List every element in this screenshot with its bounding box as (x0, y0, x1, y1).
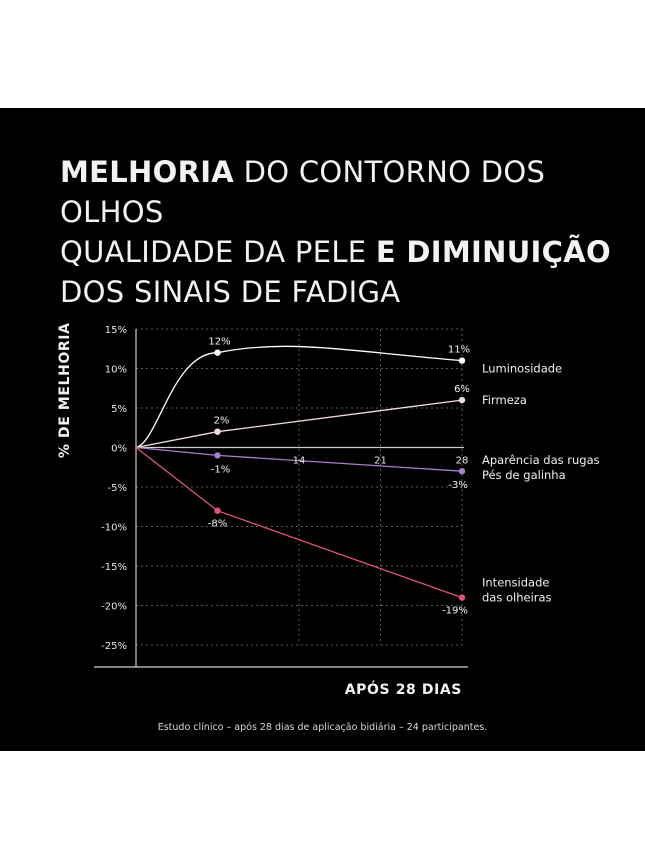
y-tick-label-4: -5% (108, 483, 127, 494)
series-name-line-3-0: Intensidade (482, 576, 549, 590)
data-point-1-1 (214, 428, 221, 435)
x-tick-label-0: 14 (293, 456, 306, 467)
label-layer: 15% 10% 5% 0% -5% -10% -15% -20% -25% 14 21 28 % DE … (57, 322, 600, 698)
x-axis-label: APÓS 28 DIAS (345, 680, 462, 698)
axis-layer (94, 329, 468, 668)
data-label-3-2: -19% (442, 606, 468, 617)
data-point-0-1 (214, 349, 221, 356)
data-label-1-2: 6% (454, 384, 470, 395)
y-tick-label-6: -15% (101, 562, 127, 573)
series-name-line-0-0: Luminosidade (482, 362, 562, 376)
data-point-0-2 (458, 357, 466, 364)
data-point-1-2 (458, 396, 466, 404)
data-point-2-2 (458, 468, 466, 475)
series-name-0: Luminosidade (482, 362, 562, 376)
headline-normal-2: QUALIDADE DA PELE (60, 235, 376, 269)
series-name-2: Aparência das rugas Pés de galinha (482, 453, 600, 482)
y-axis-label: % DE MELHORIA (57, 322, 73, 458)
y-tick-label-2: 5% (111, 404, 127, 415)
headline-bold-2: E DIMINUIÇÃO (375, 235, 611, 269)
data-label-1-1: 2% (214, 416, 230, 427)
x-tick-label-2: 28 (456, 456, 469, 467)
y-tick-label-0: 15% (105, 325, 127, 336)
series-name-3: Intensidade das olheiras (482, 576, 552, 605)
headline-bold-1: MELHORIA (60, 155, 235, 189)
headline-rest-1: DO CONTORNO DOS OLHOS (60, 155, 546, 229)
data-label-3-1: -8% (208, 519, 227, 530)
grid-layer (136, 328, 463, 646)
series-name-line-3-1: das olheiras (482, 591, 552, 605)
series-name-1: Firmeza (482, 393, 527, 407)
series-layer (135, 345, 466, 601)
data-point-3-2 (458, 594, 466, 601)
x-tick-label-1: 21 (374, 456, 387, 467)
data-label-0-2: 11% (448, 345, 470, 356)
y-tick-label-1: 10% (105, 365, 127, 376)
data-label-2-2: -3% (448, 480, 467, 491)
y-tick-label-8: -25% (101, 641, 127, 652)
series-line-0 (135, 345, 463, 449)
headline: MELHORIA DO CONTORNO DOS OLHOS QUALIDADE … (60, 152, 620, 312)
series-name-line-2-1: Pés de galinha (482, 468, 566, 482)
data-label-2-1: -1% (211, 464, 230, 475)
y-tick-label-7: -20% (101, 602, 127, 613)
footnote: Estudo clínico – após 28 dias de aplicaç… (157, 722, 488, 733)
y-tick-label-3: 0% (111, 444, 127, 455)
data-label-0-1: 12% (208, 337, 230, 348)
series-name-line-2-0: Aparência das rugas (482, 453, 600, 467)
y-tick-label-5: -10% (101, 523, 127, 534)
data-point-3-1 (214, 507, 221, 514)
data-point-2-1 (214, 452, 221, 459)
headline-line-3: DOS SINAIS DE FADIGA (60, 275, 401, 309)
chart-panel (0, 108, 645, 751)
series-name-line-1-0: Firmeza (482, 393, 527, 407)
